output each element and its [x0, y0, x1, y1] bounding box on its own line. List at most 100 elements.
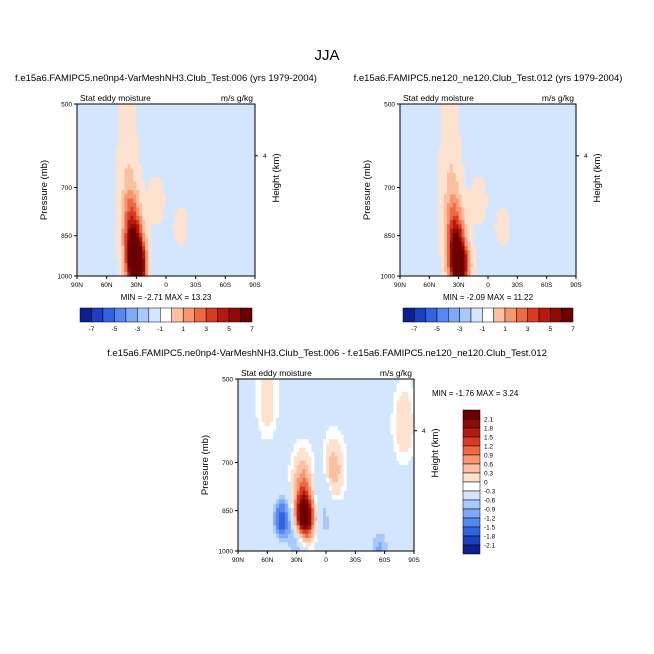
contour-cell — [432, 116, 436, 122]
contour-cell — [455, 237, 460, 243]
contour-cell — [540, 151, 545, 157]
contour-cell — [94, 263, 99, 268]
contour-cell — [508, 129, 513, 135]
contour-cell — [479, 147, 483, 152]
contour-cell — [555, 258, 559, 264]
contour-cell — [529, 142, 533, 148]
contour-cell — [526, 250, 530, 256]
contour-cell — [109, 190, 114, 195]
contour-cell — [160, 215, 164, 221]
contour-cell — [246, 211, 250, 217]
contour-cell — [225, 172, 229, 178]
contour-cell — [94, 228, 99, 234]
contour-cell — [540, 233, 545, 238]
contour-cell — [118, 207, 123, 213]
contour-cell — [482, 267, 486, 273]
contour-cell — [402, 185, 407, 191]
contour-cell — [411, 194, 416, 200]
contour-cell — [139, 138, 143, 144]
contour-cell — [458, 151, 463, 157]
contour-cell — [238, 482, 242, 488]
contour-cell — [400, 142, 404, 148]
contour-cell — [174, 159, 179, 165]
contour-cell — [485, 129, 489, 135]
contour-cell — [252, 250, 256, 256]
contour-cell — [482, 190, 486, 195]
contour-cell — [444, 202, 448, 208]
contour-cell — [222, 228, 226, 234]
contour-cell — [505, 168, 510, 174]
contour-cell — [455, 263, 460, 268]
contour-cell — [564, 142, 568, 148]
contour-cell — [168, 237, 173, 243]
contour-cell — [452, 185, 457, 191]
contour-cell — [148, 172, 152, 178]
contour-cell — [402, 142, 407, 148]
contour-cell — [210, 267, 215, 273]
contour-cell — [219, 241, 223, 247]
contour-cell — [449, 147, 454, 152]
contour-cell — [449, 202, 454, 208]
contour-cell — [482, 245, 486, 251]
contour-cell — [508, 172, 513, 178]
contour-cell — [438, 224, 442, 230]
contour-cell — [240, 129, 244, 135]
contour-cell — [529, 138, 533, 144]
contour-cell — [441, 211, 445, 217]
y-tick-label: 850 — [61, 233, 72, 240]
contour-cell — [405, 207, 410, 213]
contour-cell — [470, 181, 474, 187]
contour-cell — [505, 138, 510, 144]
contour-cell — [400, 237, 404, 243]
contour-cell — [171, 125, 176, 131]
contour-cell — [252, 159, 256, 165]
contour-cell — [237, 172, 241, 178]
contour-cell — [534, 237, 539, 243]
contour-cell — [145, 254, 149, 260]
contour-cell — [537, 207, 542, 213]
contour-cell — [411, 181, 416, 187]
contour-cell — [94, 129, 99, 135]
contour-cell — [529, 116, 533, 122]
contour-cell — [508, 125, 513, 131]
contour-cell — [482, 263, 486, 268]
contour-cell — [567, 245, 571, 251]
contour-cell — [567, 194, 571, 200]
contour-cell — [435, 116, 439, 122]
contour-cell — [222, 104, 226, 109]
contour-cell — [408, 181, 413, 187]
contour-cell — [142, 177, 146, 182]
contour-cell — [180, 151, 185, 157]
contour-cell — [532, 224, 536, 230]
contour-cell — [219, 254, 223, 260]
contour-cell — [529, 108, 533, 114]
contour-cell — [163, 258, 167, 264]
contour-cell — [435, 190, 439, 195]
contour-cell — [77, 185, 81, 191]
contour-cell — [97, 147, 102, 152]
contour-cell — [470, 202, 474, 208]
contour-cell — [476, 104, 480, 109]
contour-cell — [124, 194, 129, 200]
contour-cell — [511, 250, 515, 256]
contour-cell — [228, 138, 232, 144]
contour-cell — [240, 383, 245, 389]
contour-cell — [136, 108, 140, 114]
contour-cell — [97, 202, 102, 208]
contour-cell — [552, 104, 557, 109]
contour-cell — [183, 245, 188, 251]
contour-cell — [88, 194, 93, 200]
contour-cell — [195, 224, 200, 230]
contour-cell — [405, 181, 410, 187]
contour-cell — [85, 159, 90, 165]
contour-cell — [552, 263, 557, 268]
colorbar-box — [217, 307, 230, 323]
contour-cell — [240, 237, 244, 243]
contour-cell — [455, 121, 460, 127]
contour-cell — [414, 211, 419, 217]
contour-cell — [488, 147, 492, 152]
contour-cell — [546, 172, 551, 178]
contour-cell — [94, 142, 99, 148]
contour-cell — [189, 245, 194, 251]
contour-cell — [435, 211, 439, 217]
